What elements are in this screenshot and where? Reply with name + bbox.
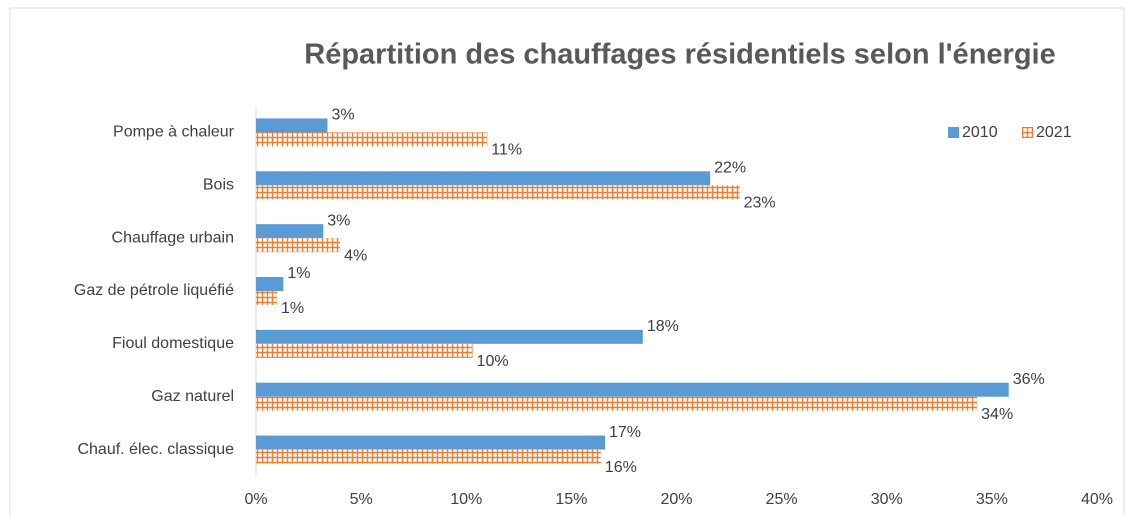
bar [256, 238, 341, 253]
value-label: 3% [331, 107, 354, 124]
value-label: 23% [744, 195, 776, 212]
x-tick-label: 5% [350, 491, 373, 508]
bar [256, 132, 488, 147]
y-tick-label: Fioul domestique [112, 335, 234, 352]
value-label: 1% [281, 300, 304, 317]
chart-title: Répartition des chauffages résidentiels … [304, 39, 1055, 71]
value-label: 11% [491, 142, 522, 159]
x-tick-label: 40% [1081, 491, 1113, 508]
y-tick-label: Gaz naturel [151, 388, 234, 405]
value-label: 17% [609, 424, 641, 441]
y-tick-label: Chauf. élec. classique [77, 441, 234, 458]
value-label: 1% [287, 265, 310, 282]
x-tick-label: 35% [976, 491, 1008, 508]
bar [256, 435, 606, 450]
bar [256, 171, 711, 186]
value-label: 4% [344, 247, 367, 264]
bar [256, 224, 324, 239]
y-tick-label: Gaz de pétrole liquéfié [74, 282, 234, 299]
x-tick-label: 0% [244, 491, 267, 508]
y-tick-label: Chauffage urbain [112, 229, 234, 246]
x-tick-label: 15% [555, 491, 587, 508]
value-label: 18% [647, 318, 679, 335]
x-tick-label: 25% [766, 491, 798, 508]
legend-swatch [1022, 127, 1033, 138]
bar [256, 449, 601, 464]
bar [256, 185, 740, 200]
bar [256, 118, 328, 133]
bar [256, 382, 1009, 397]
y-tick-label: Pompe à chaleur [113, 124, 235, 141]
legend-label: 2010 [962, 124, 998, 141]
value-label: 34% [981, 406, 1013, 423]
x-tick-label: 30% [871, 491, 903, 508]
value-label: 16% [605, 459, 637, 476]
bar [256, 343, 473, 358]
x-tick-label: 20% [660, 491, 692, 508]
bar [256, 277, 284, 291]
value-label: 36% [1013, 371, 1045, 388]
x-tick-label: 10% [450, 491, 482, 508]
bar [256, 329, 643, 344]
bar [256, 291, 278, 305]
bar [256, 396, 978, 411]
value-label: 10% [477, 353, 509, 370]
y-tick-label: Bois [203, 177, 234, 194]
chart-border [9, 7, 1125, 520]
value-label: 3% [327, 212, 350, 229]
legend-swatch [948, 127, 959, 138]
value-label: 22% [714, 160, 746, 177]
legend-label: 2021 [1036, 124, 1072, 141]
